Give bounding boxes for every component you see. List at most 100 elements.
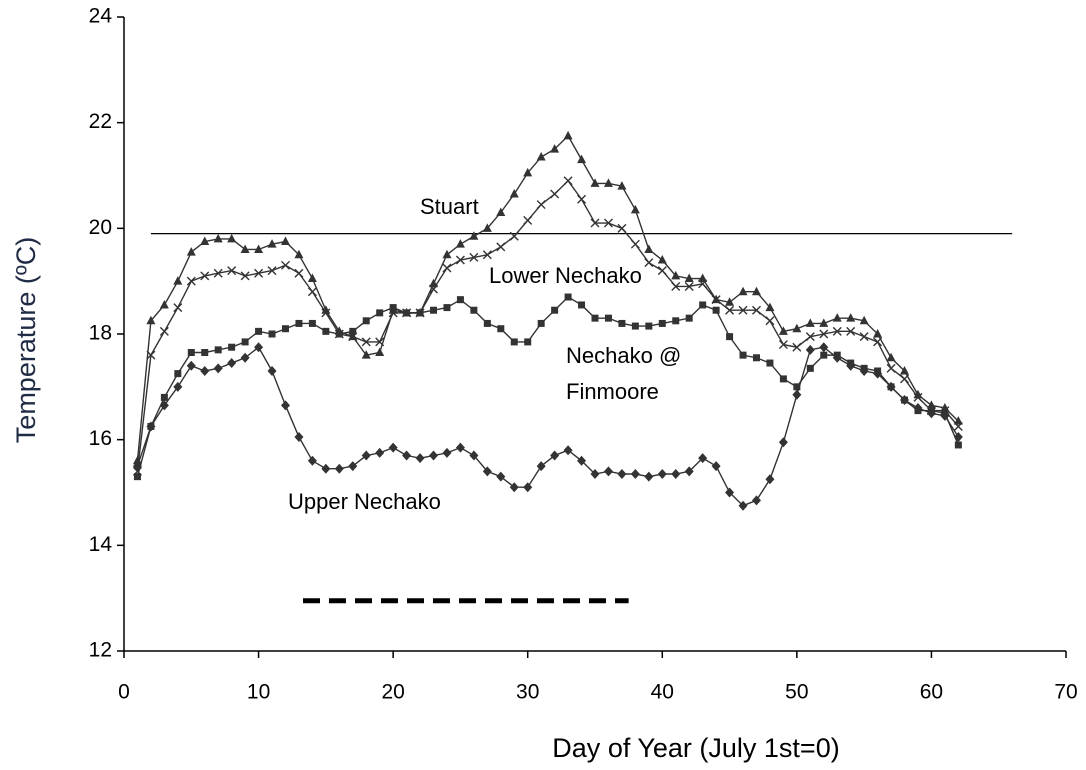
- diamond-marker: [375, 447, 385, 458]
- square-marker: [551, 306, 559, 314]
- x-marker: [751, 305, 761, 315]
- square-marker: [376, 309, 384, 317]
- x-axis-title: Day of Year (July 1st=0): [552, 733, 839, 763]
- x-marker: [886, 363, 896, 373]
- triangle-marker: [684, 273, 694, 283]
- x-marker: [819, 329, 829, 339]
- triangle-marker: [132, 455, 142, 465]
- x-marker: [482, 250, 492, 260]
- triangle-marker: [482, 223, 492, 232]
- triangle-marker: [227, 233, 237, 243]
- triangle-marker: [240, 244, 250, 253]
- diamond-marker: [886, 381, 896, 392]
- x-marker: [146, 350, 156, 360]
- triangle-marker: [751, 286, 761, 296]
- square-marker: [578, 301, 586, 309]
- diamond-marker: [900, 395, 910, 406]
- diamond-marker: [402, 450, 412, 461]
- diamond-marker: [738, 500, 748, 511]
- x-tick-label: 10: [247, 681, 270, 704]
- triangle-marker: [819, 318, 829, 327]
- triangle-marker: [873, 329, 883, 338]
- triangle-marker: [375, 347, 385, 356]
- triangle-marker: [859, 315, 869, 325]
- diamond-marker: [254, 342, 264, 353]
- square-marker: [362, 317, 370, 325]
- x-marker: [509, 231, 519, 241]
- x-marker: [550, 189, 560, 199]
- x-marker: [577, 194, 587, 204]
- square-marker: [228, 343, 236, 351]
- x-marker: [711, 295, 721, 305]
- diamond-marker: [725, 487, 735, 498]
- diamond-marker: [200, 365, 210, 376]
- diamond-marker: [617, 469, 627, 480]
- square-marker: [672, 317, 680, 325]
- triangle-marker: [926, 400, 936, 409]
- x-marker: [765, 316, 775, 326]
- x-marker: [778, 340, 788, 350]
- triangle-marker: [886, 352, 896, 362]
- square-marker: [618, 319, 626, 327]
- square-marker: [308, 319, 316, 327]
- diamond-marker: [873, 368, 883, 379]
- square-marker: [456, 296, 464, 304]
- x-marker: [375, 337, 385, 347]
- diamond-marker: [429, 450, 439, 461]
- diamond-marker: [711, 461, 721, 472]
- x-marker: [294, 268, 304, 278]
- triangle-marker: [617, 181, 627, 190]
- triangle-marker: [577, 154, 587, 164]
- diamond-marker: [496, 471, 506, 482]
- x-marker: [617, 223, 627, 233]
- square-marker: [416, 309, 424, 317]
- x-marker: [159, 326, 169, 336]
- y-tick-label: 20: [89, 216, 112, 239]
- x-marker: [725, 305, 735, 315]
- x-marker: [671, 281, 681, 291]
- square-marker: [174, 370, 182, 378]
- diamond-marker: [280, 400, 290, 411]
- triangle-marker: [496, 207, 506, 216]
- triangle-marker: [832, 313, 842, 322]
- diamond-marker: [173, 381, 183, 392]
- triangle-marker: [846, 313, 856, 322]
- y-axis-title: Temperature (ºC): [11, 237, 41, 443]
- x-marker: [523, 215, 533, 225]
- x-tick-label: 30: [516, 681, 539, 704]
- x-marker: [630, 239, 640, 249]
- x-marker: [900, 374, 910, 384]
- triangle-marker: [509, 188, 519, 198]
- triangle-marker: [550, 144, 560, 153]
- diamond-marker: [267, 365, 277, 376]
- square-marker: [658, 319, 666, 327]
- diamond-marker: [294, 432, 304, 443]
- x-tick-label: 50: [785, 681, 808, 704]
- triangle-marker: [455, 239, 465, 248]
- y-tick-label: 22: [89, 110, 112, 133]
- triangle-marker: [698, 273, 708, 283]
- triangle-marker: [200, 236, 210, 246]
- x-tick-label: 20: [381, 681, 404, 704]
- diamond-marker: [442, 447, 452, 458]
- diamond-marker: [684, 466, 694, 477]
- diamond-marker: [953, 432, 963, 443]
- square-marker: [564, 293, 572, 301]
- square-marker: [631, 322, 639, 330]
- x-marker: [442, 263, 452, 273]
- triangle-marker: [644, 244, 654, 253]
- y-tick-label: 12: [89, 639, 112, 662]
- x-marker: [455, 255, 465, 265]
- x-marker: [173, 303, 183, 313]
- diamond-marker: [186, 360, 196, 371]
- diamond-marker: [603, 466, 613, 477]
- triangle-marker: [159, 299, 169, 309]
- x-marker: [563, 176, 573, 186]
- diamond-marker: [698, 453, 708, 464]
- square-marker: [443, 304, 451, 312]
- diamond-marker: [751, 495, 761, 506]
- square-marker: [645, 322, 653, 330]
- x-marker: [603, 218, 613, 228]
- triangle-marker: [657, 255, 667, 264]
- diamond-marker: [671, 469, 681, 480]
